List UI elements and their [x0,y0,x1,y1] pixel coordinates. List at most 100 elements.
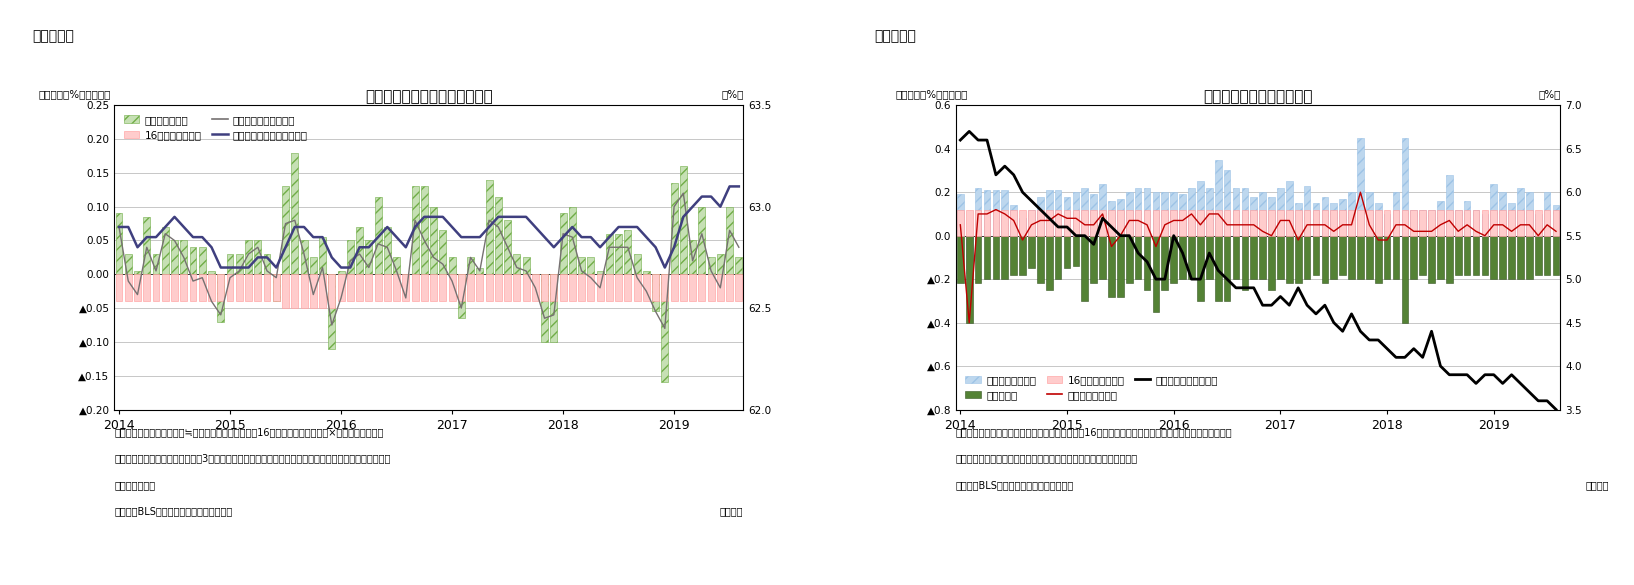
Bar [1232,188,1239,236]
Bar [1010,205,1016,236]
Bar [1056,236,1062,279]
Bar [495,274,502,301]
Bar [458,274,464,318]
Bar [1242,188,1248,236]
Bar [1090,209,1096,236]
Bar [310,274,317,308]
Bar [1348,209,1355,236]
Bar [1214,236,1222,301]
Bar [1188,236,1194,279]
Bar [291,153,299,274]
Bar [1064,197,1070,236]
Bar [958,209,964,236]
Bar [1072,236,1078,266]
Bar [1090,236,1096,284]
Bar [124,274,132,301]
Bar [1340,236,1346,275]
Bar [1206,209,1212,236]
Bar [1180,194,1186,236]
Bar [670,274,678,301]
Bar [541,274,547,301]
Bar [1072,209,1078,236]
Bar [1472,236,1479,275]
Bar [1038,197,1044,236]
Bar [992,209,1000,236]
Bar [1010,236,1016,275]
Bar [1534,214,1541,236]
Bar [680,166,686,274]
Bar [1322,197,1328,236]
Bar [1374,236,1381,284]
Bar [1330,203,1337,236]
Bar [1170,236,1176,284]
Bar [1260,236,1266,279]
Bar [190,274,196,301]
Bar [1090,194,1096,236]
Bar [1500,209,1507,236]
Bar [1516,209,1525,236]
Bar [384,274,391,301]
Bar [690,274,696,301]
Bar [263,274,271,301]
Bar [1294,209,1302,236]
Bar [346,240,353,274]
Bar [1020,218,1026,236]
Bar [541,274,547,342]
Bar [1260,209,1266,236]
Text: （注）非労働力人口の増加、就業者人口の増加、16才以上人口の減少が、それぞれ失業率の改善要因。: （注）非労働力人口の増加、就業者人口の増加、16才以上人口の減少が、それぞれ失業… [956,427,1232,437]
Bar [291,274,299,308]
Text: （資料）BLSよりニッセイ基礎研究所作成: （資料）BLSよりニッセイ基礎研究所作成 [114,506,232,516]
Bar [1410,209,1417,236]
Text: （前月差、%ポイント）: （前月差、%ポイント） [39,90,111,99]
Bar [662,274,668,383]
Bar [1232,209,1239,236]
Bar [1420,236,1426,275]
Bar [690,240,696,274]
Bar [614,274,623,301]
Bar [477,274,484,301]
Bar [1374,209,1381,236]
Bar [717,274,724,301]
Bar [199,274,206,301]
Bar [1358,236,1364,279]
Bar [523,257,529,274]
Bar [1526,236,1533,279]
Bar [1118,199,1124,236]
Bar [1420,209,1426,236]
Bar [283,187,289,274]
Bar [412,187,418,274]
Bar [1472,209,1479,236]
Text: また、年次ごとに人口推計が変更になっているため、断層を調整: また、年次ごとに人口推計が変更になっているため、断層を調整 [956,453,1137,463]
Bar [513,274,520,301]
Bar [1374,203,1381,236]
Text: 断層を調整: 断層を調整 [114,480,155,490]
Bar [1454,236,1461,275]
Bar [1224,170,1230,236]
Bar [1162,236,1168,290]
Bar [328,274,335,308]
Bar [1534,236,1541,275]
Bar [1402,138,1409,236]
Bar [1428,209,1435,236]
Bar [430,274,436,301]
Bar [394,274,400,301]
Bar [505,220,511,274]
Bar [356,274,363,301]
Bar [523,274,529,301]
Bar [227,254,234,274]
Bar [1552,236,1559,275]
Bar [1028,209,1034,236]
Bar [1046,190,1052,236]
Bar [346,274,353,301]
Bar [1304,209,1310,236]
Bar [975,209,982,236]
Bar [235,254,243,274]
Bar [1438,209,1444,236]
Bar [273,274,279,301]
Bar [992,236,1000,279]
Bar [1464,236,1471,275]
Bar [708,274,714,301]
Bar [1366,236,1373,279]
Bar [1038,209,1044,236]
Bar [1162,209,1168,236]
